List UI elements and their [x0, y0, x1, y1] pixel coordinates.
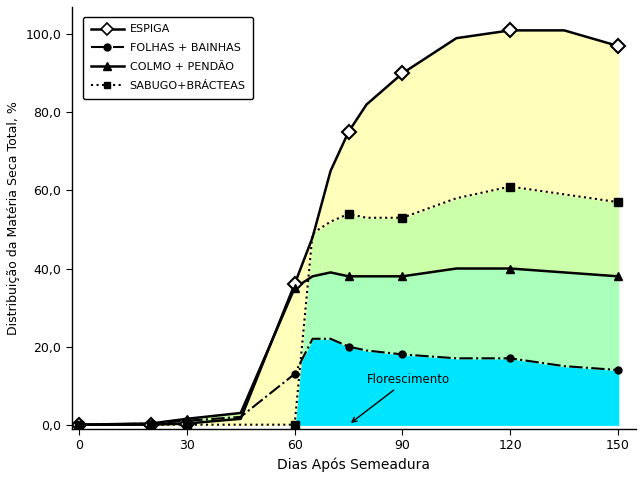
- Y-axis label: Distribuição da Matéria Seca Total, %: Distribuição da Matéria Seca Total, %: [7, 101, 20, 335]
- X-axis label: Dias Após Semeadura: Dias Após Semeadura: [277, 457, 430, 472]
- Text: Florescimento: Florescimento: [352, 373, 449, 422]
- Legend: ESPIGA, FOLHAS + BAINHAS, COLMO + PENDÃO, SABUGO+BRÁCTEAS: ESPIGA, FOLHAS + BAINHAS, COLMO + PENDÃO…: [83, 17, 253, 99]
